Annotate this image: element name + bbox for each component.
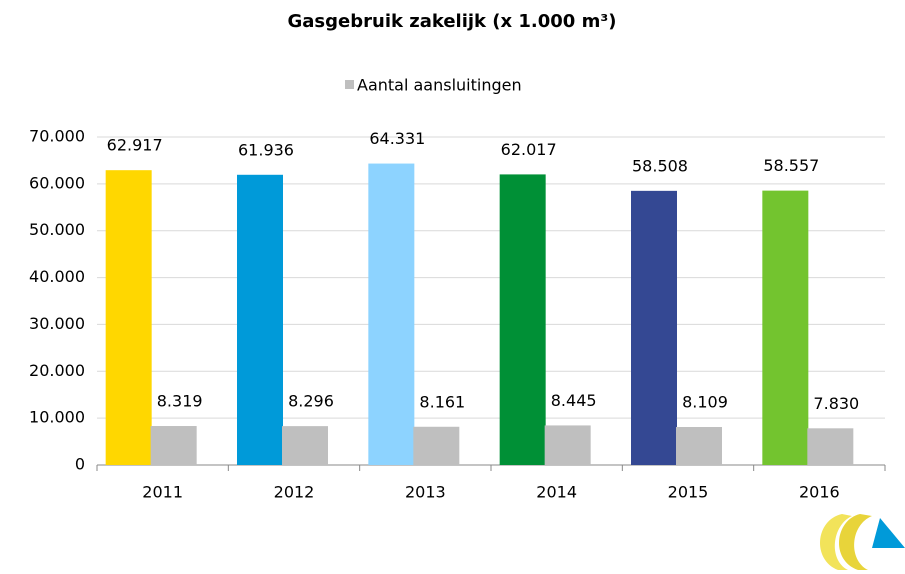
y-tick-label: 50.000 [29,220,85,239]
data-label: 61.936 [238,140,294,159]
data-label: 58.557 [763,156,819,175]
x-tick-label: 2014 [536,483,577,502]
y-tick-label: 60.000 [29,173,85,192]
data-label: 64.331 [369,129,425,148]
bar [105,170,152,466]
bar [413,426,460,465]
bar [544,425,591,465]
data-label: 8.161 [419,392,465,411]
data-label: 58.508 [632,156,688,175]
bar [631,190,677,465]
bar [150,426,197,465]
bar [237,174,283,466]
y-tick-label: 70.000 [29,127,85,146]
data-label: 8.109 [682,393,728,412]
y-tick-label: 0 [75,455,85,474]
legend-swatch [345,80,354,89]
bar [368,163,415,466]
data-label: 8.319 [157,392,203,411]
x-tick-label: 2016 [799,483,840,502]
legend-label: Aantal aansluitingen [357,76,522,95]
chart-title: Gasgebruik zakelijk (x 1.000 m³) [288,11,617,32]
data-label: 7.830 [813,394,859,413]
x-tick-label: 2011 [142,483,183,502]
x-tick-label: 2013 [405,483,446,502]
logo [820,514,905,570]
y-tick-label: 20.000 [29,361,85,380]
bar [676,427,722,465]
y-tick-label: 40.000 [29,267,85,286]
y-tick-label: 30.000 [29,314,85,333]
bar [807,428,854,465]
data-label: 62.917 [107,136,163,155]
data-label: 8.445 [551,391,597,410]
data-label: 62.017 [501,140,557,159]
bar [762,190,809,465]
bar [282,426,328,465]
x-tick-label: 2012 [274,483,315,502]
data-label: 8.296 [288,392,334,411]
y-tick-label: 10.000 [29,408,85,427]
bar [499,174,546,465]
x-tick-label: 2015 [668,483,709,502]
